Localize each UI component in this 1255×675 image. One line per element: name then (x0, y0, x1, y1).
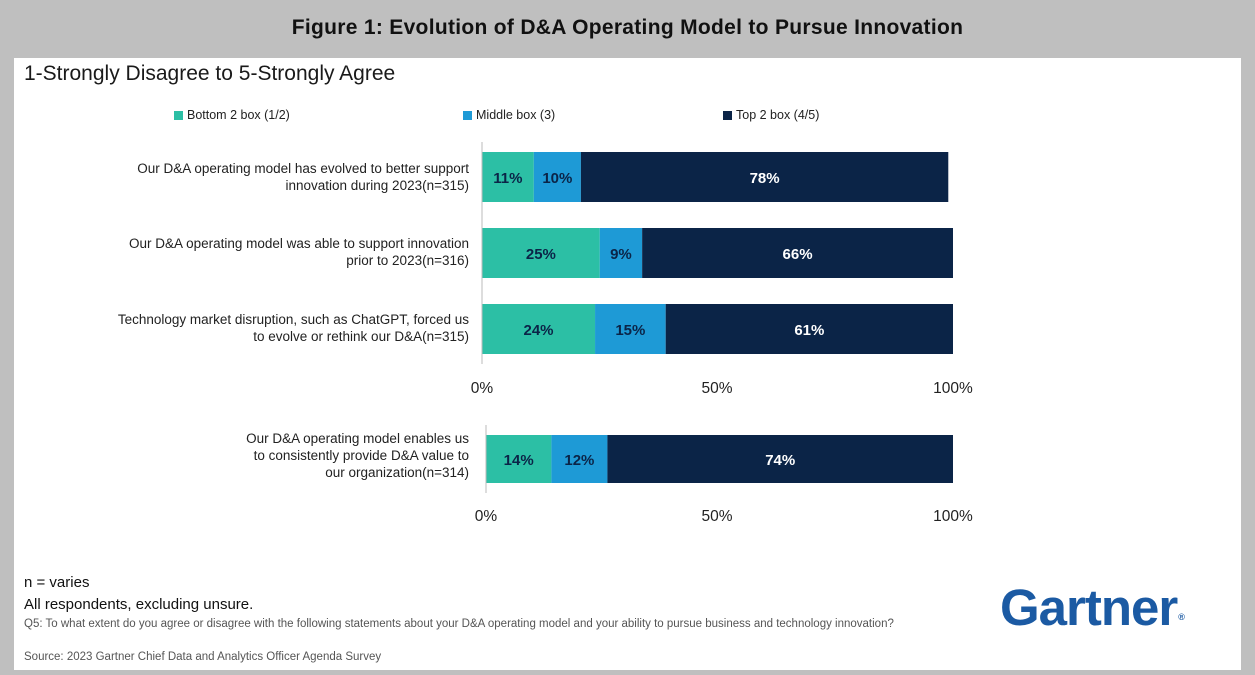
bar-segment-c2-r1-bottom (486, 435, 552, 483)
data-label-c1-r1-top: 78% (750, 170, 780, 187)
bar-segment-c1-r3-middle (595, 304, 666, 354)
data-label-c1-r2-bottom: 25% (526, 246, 556, 263)
category-label-4: Our D&A operating model enables us to co… (29, 430, 469, 481)
footnote-respondents: All respondents, excluding unsure. (24, 596, 254, 613)
gartner-logo-mark: ® (1178, 612, 1185, 622)
data-label-c1-r1-middle: 10% (542, 170, 572, 187)
bar-segment-c1-r1-top (580, 152, 949, 202)
gartner-logo-text: Gartner (1000, 579, 1178, 636)
data-label-c1-r3-top: 61% (794, 322, 824, 339)
data-label-c1-r3-bottom: 24% (524, 322, 554, 339)
bar-segment-c2-r1-middle (551, 435, 608, 483)
category-label-4-line2: to consistently provide D&A value to (253, 448, 469, 463)
x-tick-50-chart2: 50% (701, 508, 733, 525)
legend-swatch-middle (463, 110, 472, 120)
legend-swatch-bottom (174, 110, 183, 120)
legend-swatch-top (723, 110, 732, 120)
legend-item-bottom: Bottom 2 box (1/2) (174, 108, 290, 122)
bar-segment-c1-r2-top (642, 228, 953, 278)
bar-segment-c1-r3-bottom (482, 304, 596, 354)
bar-chart-svg: 11% 10% 78% 25% 9% 66% 24% 15% 61% 14% 12% 74% (481, 142, 953, 493)
footnote-source: Source: 2023 Gartner Chief Data and Anal… (24, 651, 382, 663)
legend-label-bottom: Bottom 2 box (1/2) (187, 108, 290, 122)
data-label-c2-r1-bottom: 14% (504, 452, 534, 469)
legend-item-middle: Middle box (3) (463, 108, 555, 122)
category-label-3-line2: to evolve or rethink our D&A(n=315) (253, 329, 469, 344)
data-label-c1-r2-top: 66% (783, 246, 813, 263)
legend-item-top: Top 2 box (4/5) (723, 108, 819, 122)
x-tick-100-chart2: 100% (933, 508, 973, 525)
x-tick-0: 0% (470, 380, 494, 397)
data-label-c1-r1-bottom: 11% (493, 170, 522, 187)
bar-segment-c1-r3-top (665, 304, 953, 354)
bar-segment-c1-r2-middle (599, 228, 643, 278)
legend-label-middle: Middle box (3) (476, 108, 556, 122)
figure-title: Figure 1: Evolution of D&A Operating Mod… (291, 16, 964, 39)
category-label-2-line2: prior to 2023(n=316) (346, 253, 469, 268)
category-label-4-line1: Our D&A operating model enables us (246, 431, 469, 446)
category-label-2-line1: Our D&A operating model was able to supp… (129, 236, 469, 251)
category-label-1-line1: Our D&A operating model has evolved to b… (137, 161, 469, 176)
category-label-4-line3: our organization(n=314) (325, 465, 469, 480)
footnote-question: Q5: To what extent do you agree or disag… (24, 618, 894, 630)
data-label-c2-r1-middle: 12% (564, 452, 594, 469)
category-label-2: Our D&A operating model was able to supp… (29, 235, 469, 269)
footnote-n: n = varies (24, 574, 90, 591)
category-label-3: Technology market disruption, such as Ch… (29, 311, 469, 345)
data-label-c1-r2-middle: 9% (610, 246, 632, 263)
bar-segment-c1-r1-middle (533, 152, 581, 202)
category-label-3-line1: Technology market disruption, such as Ch… (117, 312, 469, 327)
chart-panel: 1-Strongly Disagree to 5-Strongly Agree … (14, 58, 1241, 670)
gartner-logo: Gartner® (1000, 578, 1185, 637)
chart-subtitle: 1-Strongly Disagree to 5-Strongly Agree (24, 62, 396, 85)
bar-segment-c1-r2-bottom (482, 228, 600, 278)
bar-segment-c1-r1-bottom (482, 152, 534, 202)
category-label-1-line2: innovation during 2023(n=315) (285, 178, 469, 193)
category-label-1: Our D&A operating model has evolved to b… (29, 160, 469, 194)
data-label-c1-r3-middle: 15% (615, 322, 645, 339)
legend-label-top: Top 2 box (4/5) (736, 108, 820, 122)
bar-segment-c2-r1-top (607, 435, 953, 483)
x-tick-0-chart2: 0% (474, 508, 498, 525)
x-tick-100: 100% (933, 380, 973, 397)
x-tick-50: 50% (701, 380, 733, 397)
data-label-c2-r1-top: 74% (765, 452, 795, 469)
